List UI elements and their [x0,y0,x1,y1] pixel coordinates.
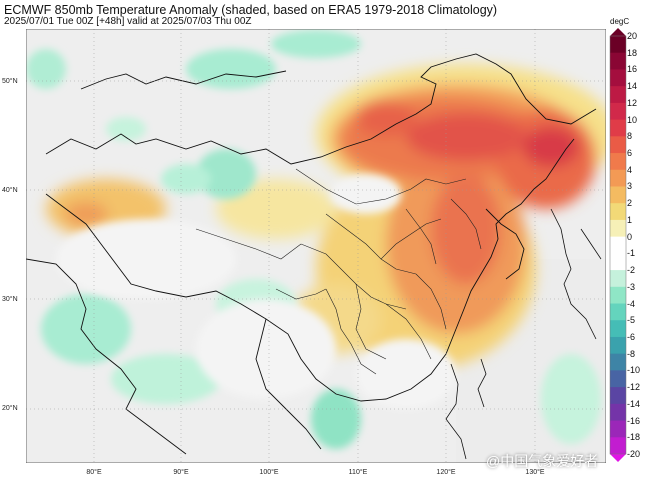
colorbar-swatch [610,370,626,388]
colorbar-tick-label: 14 [627,81,638,92]
colorbar-tick-label: 0 [627,231,633,242]
country-boundaries [26,53,597,455]
colorbar-swatch [610,403,626,422]
colorbar-tick-label: 4 [627,164,633,175]
colorbar-swatch [610,119,626,137]
colorbar-tick-label: 10 [627,114,638,125]
neutral-patches [56,174,456,409]
colorbar-swatch [610,387,626,405]
lat-label-30n: 30°N [2,296,18,303]
lon-label-80e: 80°E [86,469,102,476]
colorbar-swatch [610,303,626,321]
colorbar-tick-label: 6 [627,148,633,159]
province-boundaries [195,168,482,375]
colorbar-swatch [610,153,626,171]
colorbar-swatch [610,219,626,238]
warm-anomaly-shading [46,64,606,369]
colorbar-swatch [610,203,626,221]
colorbar-tick-label: 16 [627,64,638,75]
colorbar-tick-label: -10 [627,365,641,376]
lon-label-130e: 130°E [525,469,545,476]
colorbar-tick-label: -18 [627,432,641,443]
colorbar-tick-label: -8 [627,348,636,359]
colorbar-tick-label: 8 [627,131,633,142]
colorbar-swatch [610,36,626,54]
colorbar-swatch [610,420,626,438]
colorbar-swatch [610,253,626,271]
lat-label-20n: 20°N [2,405,18,412]
colorbar-unit: degC [610,17,630,26]
colorbar-tick-label: -12 [627,382,641,393]
watermark: @中国气象爱好者 [486,453,599,469]
colorbar-tick-label: -14 [627,398,641,409]
colorbar-tick-label: -5 [627,315,636,326]
colorbar-swatch [610,102,626,121]
colorbar-top-cap [610,28,626,36]
cool-anomaly-shading [26,30,601,449]
colorbar-swatch [610,52,626,70]
colorbar-swatch [610,86,626,104]
lat-label-40n: 40°N [2,187,18,194]
colorbar-tick-label: -3 [627,281,636,292]
colorbar-tick-label: -16 [627,415,641,426]
lon-label-90e: 90°E [173,469,189,476]
colorbar-swatch [610,270,626,288]
colorbar-tick-label: -4 [627,298,636,309]
colorbar-swatch [610,286,626,305]
colorbar-tick-label: 12 [627,97,638,108]
colorbar [609,28,627,462]
colorbar-tick-label: -20 [627,449,641,459]
lon-label-110e: 110°E [348,469,368,476]
temperature-anomaly-map [26,29,606,463]
colorbar-swatch [610,136,626,154]
colorbar-swatch [610,186,626,204]
lat-label-50n: 50°N [2,78,18,85]
colorbar-swatch [610,353,626,371]
colorbar-tick-label: -6 [627,331,636,342]
colorbar-tick-label: 18 [627,47,638,58]
coastline [445,208,602,460]
lon-label-100e: 100°E [259,469,279,476]
colorbar-swatch [610,69,626,87]
colorbar-swatch [610,437,626,455]
colorbar-tick-label: -1 [627,248,636,259]
colorbar-swatch [610,336,626,355]
colorbar-swatch [610,169,626,187]
colorbar-tick-label: 20 [627,31,638,41]
colorbar-swatch [610,236,626,254]
colorbar-tick-label: 2 [627,198,633,209]
colorbar-frame [609,35,627,455]
colorbar-bottom-cap [610,454,626,462]
colorbar-swatch [610,320,626,338]
graticule [26,29,606,463]
lon-label-120e: 120°E [436,469,456,476]
colorbar-tick-label: 1 [627,214,633,225]
colorbar-tick-label: 3 [627,181,633,192]
colorbar-tick-label: -2 [627,265,636,276]
chart-title: ECMWF 850mb Temperature Anomaly (shaded,… [4,3,498,17]
chart-subtitle: 2025/07/01 Tue 00Z [+48h] valid at 2025/… [4,16,252,27]
